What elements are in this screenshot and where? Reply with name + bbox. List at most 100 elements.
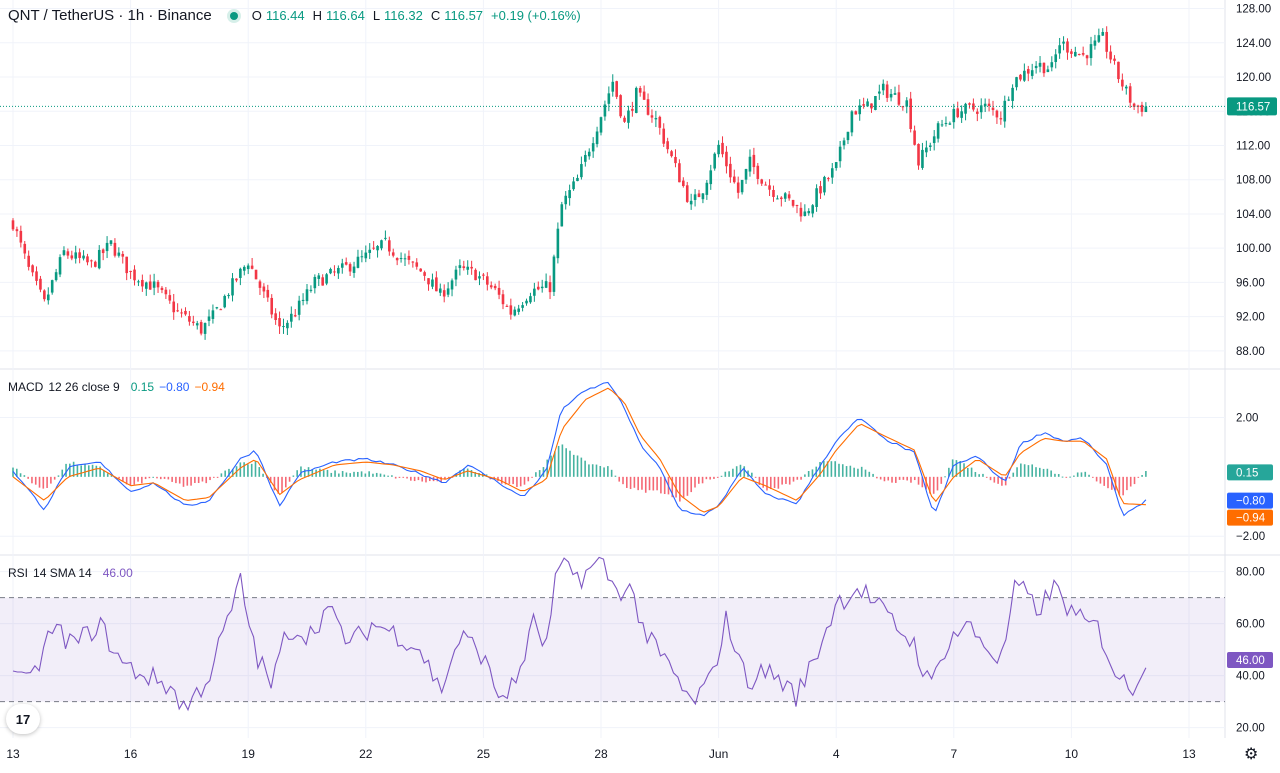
- macd-histogram-bar: [1016, 467, 1018, 477]
- candle-body: [391, 252, 395, 256]
- candle-body: [94, 261, 97, 267]
- macd-histogram-bar: [932, 476, 935, 494]
- candle-body: [701, 193, 705, 200]
- candle-body: [572, 181, 575, 190]
- candle-body: [105, 242, 109, 252]
- macd-histogram-bar: [38, 476, 41, 488]
- candle-body: [293, 315, 297, 317]
- macd-histogram-bar: [353, 471, 355, 477]
- candle-body: [1011, 87, 1014, 101]
- macd-histogram-bar: [440, 476, 442, 483]
- macd-histogram-bar: [656, 476, 658, 491]
- macd-histogram-bar: [758, 476, 761, 485]
- candle-body: [1101, 31, 1105, 36]
- macd-histogram-bar: [349, 473, 352, 477]
- candle-body: [1034, 65, 1038, 69]
- macd-histogram-bar: [1145, 470, 1147, 477]
- macd-histogram-bar: [1110, 476, 1113, 490]
- macd-histogram-bar: [334, 470, 336, 477]
- candle-body: [913, 130, 916, 145]
- candle-body: [329, 268, 332, 274]
- macd-histogram-bar: [720, 475, 723, 477]
- macd-histogram-bar: [19, 473, 22, 477]
- candle-body: [58, 257, 62, 275]
- macd-histogram-bar: [701, 476, 704, 484]
- macd-histogram-bar: [557, 445, 560, 477]
- macd-histogram-bar: [716, 476, 719, 478]
- candle-body: [442, 290, 446, 297]
- candle-body: [101, 249, 105, 254]
- candle-body: [748, 156, 752, 172]
- macd-histogram-bar: [781, 476, 783, 485]
- rsi-legend[interactable]: RSI 14 SMA 14 46.00: [8, 566, 133, 580]
- macd-histogram-bar: [834, 461, 836, 477]
- macd-histogram-bar: [993, 476, 996, 483]
- macd-histogram-bar: [319, 468, 321, 477]
- candle-body: [368, 249, 372, 253]
- candle-body: [740, 179, 744, 193]
- candle-body: [27, 255, 30, 267]
- macd-histogram-bar: [167, 476, 170, 480]
- macd-legend[interactable]: MACD 12 26 close 9 0.15 −0.80 −0.94: [8, 380, 225, 394]
- candle-body: [991, 107, 995, 111]
- symbol-title[interactable]: QNT / TetherUS · 1h · Binance: [8, 7, 212, 24]
- macd-histogram-bar: [985, 476, 988, 478]
- macd-histogram-bar: [31, 476, 33, 484]
- candle-body: [199, 322, 203, 334]
- candle-body: [611, 81, 615, 92]
- candle-body: [164, 289, 168, 295]
- macd-histogram-bar: [1012, 472, 1015, 477]
- macd-histogram-bar: [368, 471, 370, 477]
- candle-body: [874, 96, 877, 110]
- candle-body: [70, 255, 74, 259]
- macd-histogram-bar: [444, 476, 446, 480]
- macd-histogram-bar: [141, 476, 143, 484]
- candle-body: [470, 266, 473, 269]
- macd-histogram-bar: [891, 476, 893, 483]
- candle-body: [642, 91, 646, 100]
- macd-histogram-bar: [1069, 476, 1071, 478]
- macd-histogram-bar: [1129, 476, 1132, 487]
- macd-histogram-bar: [868, 471, 871, 477]
- macd-histogram-bar: [1088, 474, 1090, 477]
- candle-body: [337, 267, 340, 274]
- candle-body: [721, 142, 724, 155]
- macd-histogram-bar: [307, 467, 310, 477]
- macd-histogram-bar: [876, 476, 878, 479]
- macd-histogram-bar: [997, 476, 999, 484]
- candle-body: [1124, 86, 1128, 89]
- macd-histogram-bar: [709, 476, 711, 480]
- close-value: 116.57: [444, 8, 484, 23]
- macd-histogram-bar: [216, 476, 219, 478]
- macd-histogram-bar: [1141, 475, 1143, 477]
- macd-histogram-bar: [322, 470, 325, 477]
- macd-histogram-bar: [330, 472, 333, 477]
- macd-histogram-bar: [751, 472, 753, 477]
- macd-histogram-bar: [1035, 467, 1037, 477]
- open-label: O: [251, 8, 262, 23]
- candle-body: [533, 288, 536, 296]
- candle-body: [866, 101, 869, 107]
- candle-body: [454, 269, 458, 280]
- candle-body: [830, 168, 834, 178]
- macd-histogram-bar: [341, 471, 344, 477]
- candle-body: [1077, 53, 1081, 55]
- candle-body: [266, 289, 270, 298]
- tradingview-logo-icon[interactable]: 17: [6, 704, 40, 734]
- settings-gear-icon[interactable]: ⚙: [1244, 746, 1259, 763]
- macd-histogram-bar: [982, 473, 984, 477]
- candle-body: [501, 294, 505, 305]
- macd-histogram-bar: [421, 476, 424, 482]
- macd-histogram-bar: [925, 476, 927, 490]
- macd-histogram-bar: [519, 476, 522, 487]
- x-tick-label: 28: [594, 747, 608, 761]
- candle-body: [1105, 31, 1108, 52]
- candle-body: [893, 93, 897, 95]
- candle-body: [321, 277, 324, 286]
- candle-body: [290, 313, 293, 322]
- candle-body: [117, 252, 121, 256]
- candle-body: [509, 305, 513, 315]
- macd-histogram-bar: [110, 474, 113, 477]
